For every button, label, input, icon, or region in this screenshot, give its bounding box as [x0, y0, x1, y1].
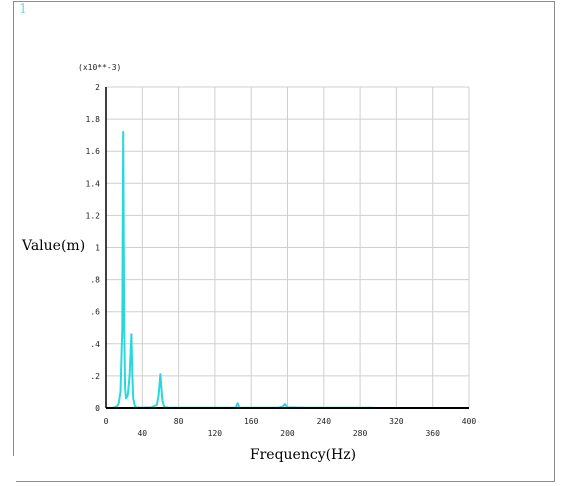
series-group — [105, 130, 379, 409]
x-tick-label: 200 — [280, 429, 295, 438]
x-axis-title: Frequency(Hz) — [250, 447, 356, 463]
axes — [105, 87, 469, 409]
x-tick-label: 160 — [244, 417, 259, 426]
x-tick-label: 40 — [137, 429, 147, 438]
y-tick-label: 1.4 — [86, 179, 101, 188]
x-tick-label: 280 — [353, 429, 368, 438]
x-tick-label: 0 — [104, 417, 109, 426]
grid-lines — [106, 86, 470, 408]
y-multiplier-label: (x10**-3) — [78, 63, 121, 72]
y-tick-label: 1 — [95, 244, 100, 253]
y-tick-label: .4 — [90, 340, 100, 349]
window-number-label: 1 — [19, 2, 28, 17]
y-tick-label: .6 — [90, 308, 100, 317]
y-axis-title: Value(m) — [21, 238, 85, 254]
y-tick-label: 2 — [95, 83, 100, 92]
x-tick-label: 120 — [208, 429, 223, 438]
y-tick-label: 1.6 — [86, 147, 101, 156]
x-tick-labels: 0 40 80 120 160 200 240 280 320 360 400 — [104, 417, 477, 438]
x-tick-label: 320 — [389, 417, 404, 426]
x-tick-label: 80 — [174, 417, 184, 426]
y-tick-label: .8 — [90, 276, 100, 285]
y-tick-label: 0 — [95, 404, 100, 413]
y-tick-label: .2 — [90, 372, 100, 381]
x-tick-label: 240 — [317, 417, 332, 426]
figure-frame — [13, 1, 555, 482]
x-tick-label: 360 — [425, 429, 440, 438]
x-tick-label: 400 — [462, 417, 477, 426]
y-tick-label: 1.2 — [86, 211, 101, 220]
y-tick-labels: 0 .2 .4 .6 .8 1 1.2 1.4 1.6 1.8 2 — [86, 83, 101, 413]
y-tick-label: 1.8 — [86, 115, 101, 124]
frame-gap — [13, 456, 16, 486]
series-line-0 — [105, 130, 379, 409]
